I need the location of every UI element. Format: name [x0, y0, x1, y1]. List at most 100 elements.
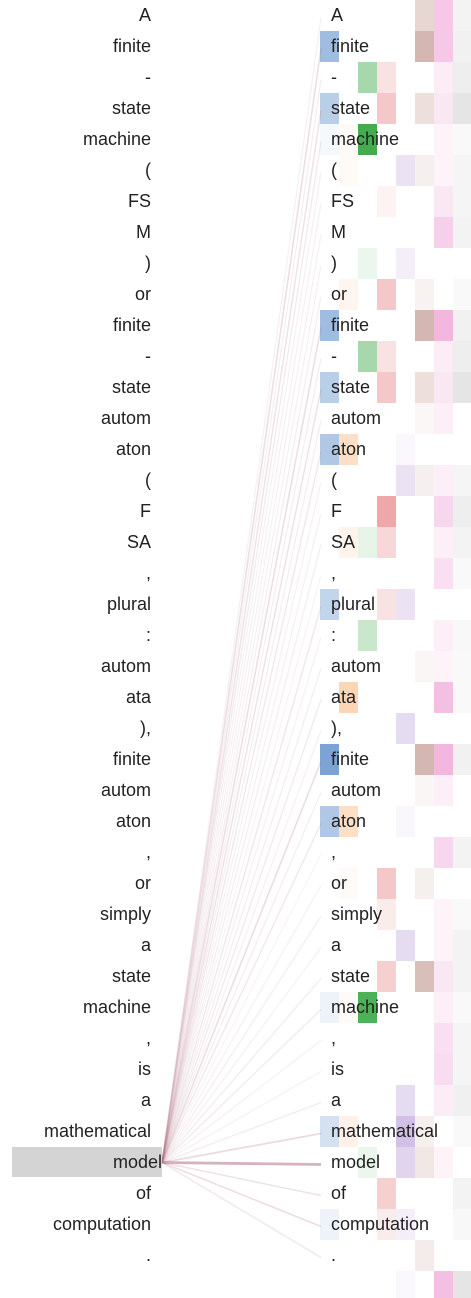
key-token[interactable]: autom [331, 656, 382, 676]
key-token[interactable]: or [331, 873, 348, 893]
query-token[interactable]: autom [100, 408, 151, 428]
key-token[interactable]: , [331, 563, 337, 583]
key-token[interactable]: ( [331, 160, 337, 180]
key-token[interactable]: . [331, 1245, 337, 1265]
key-token[interactable]: ) [331, 253, 337, 273]
key-token[interactable]: a [331, 935, 342, 955]
key-token[interactable]: state [331, 377, 371, 397]
key-token[interactable]: M [331, 222, 346, 242]
query-token[interactable]: M [136, 222, 151, 242]
query-token[interactable]: F [140, 501, 151, 521]
query-token[interactable]: - [145, 346, 151, 366]
query-token[interactable]: state [111, 98, 151, 118]
query-token[interactable]: ( [145, 470, 151, 490]
query-token[interactable]: A [138, 5, 151, 25]
query-token[interactable]: FS [127, 191, 151, 211]
heat-cell [453, 93, 471, 124]
key-token[interactable]: SA [331, 532, 356, 552]
heat-cell [339, 992, 358, 1023]
key-token[interactable]: of [331, 1183, 347, 1203]
query-token[interactable]: finite [112, 315, 151, 335]
key-token[interactable]: machine [331, 129, 400, 149]
query-token[interactable]: state [111, 377, 151, 397]
heat-cell [415, 93, 434, 124]
query-token[interactable]: aton [115, 811, 151, 831]
query-token[interactable]: machine [82, 997, 151, 1017]
attention-edge [161, 885, 322, 1163]
key-token[interactable]: autom [331, 408, 382, 428]
key-token[interactable]: - [331, 67, 337, 87]
query-token[interactable]: a [140, 1090, 151, 1110]
key-token[interactable]: ( [331, 470, 337, 490]
key-token[interactable]: model [331, 1152, 381, 1172]
query-token[interactable]: SA [126, 532, 151, 552]
query-token[interactable]: autom [100, 780, 151, 800]
query-token[interactable]: mathematical [43, 1121, 151, 1141]
heat-cell [434, 837, 453, 868]
key-token[interactable]: - [331, 346, 337, 366]
heat-cell [320, 744, 339, 775]
heat-cell [320, 310, 339, 341]
key-token[interactable]: finite [331, 315, 370, 335]
query-token[interactable]: computation [52, 1214, 151, 1234]
key-token[interactable]: , [331, 842, 337, 862]
query-token[interactable]: , [145, 563, 151, 583]
key-token[interactable]: , [331, 1028, 337, 1048]
query-token[interactable]: finite [112, 749, 151, 769]
query-token[interactable]: aton [115, 439, 151, 459]
heat-cell [320, 1209, 339, 1240]
query-token[interactable]: ata [125, 687, 151, 707]
attention-edge [161, 668, 322, 1163]
key-token[interactable]: FS [331, 191, 355, 211]
key-token[interactable]: plural [331, 594, 376, 614]
key-token[interactable]: computation [331, 1214, 430, 1234]
query-token[interactable]: finite [112, 36, 151, 56]
key-token[interactable]: machine [331, 997, 400, 1017]
key-token[interactable]: state [331, 966, 371, 986]
query-token[interactable]: a [140, 935, 151, 955]
key-token[interactable]: ), [331, 718, 342, 738]
heat-cell [396, 465, 415, 496]
key-token[interactable]: state [331, 98, 371, 118]
query-token[interactable]: . [145, 1245, 151, 1265]
query-token[interactable]: : [145, 625, 151, 645]
key-token[interactable]: : [331, 625, 337, 645]
heat-cell [415, 403, 434, 434]
query-token[interactable]: is [138, 1059, 151, 1079]
heat-cell [434, 93, 453, 124]
key-token[interactable]: ata [331, 687, 357, 707]
key-token[interactable]: A [331, 5, 344, 25]
query-token[interactable]: of [135, 1183, 151, 1203]
key-token[interactable]: or [331, 284, 348, 304]
key-token[interactable]: mathematical [331, 1121, 439, 1141]
query-token[interactable]: plural [106, 594, 151, 614]
key-token[interactable]: autom [331, 780, 382, 800]
heat-cell [339, 682, 358, 713]
query-token[interactable]: autom [100, 656, 151, 676]
query-token[interactable]: simply [99, 904, 151, 924]
query-token[interactable]: , [145, 842, 151, 862]
key-token[interactable]: is [331, 1059, 344, 1079]
selected-query-token[interactable]: model [12, 1147, 162, 1177]
key-token[interactable]: finite [331, 36, 370, 56]
query-token[interactable]: , [145, 1028, 151, 1048]
key-token[interactable]: F [331, 501, 342, 521]
query-token[interactable]: or [134, 873, 151, 893]
key-token[interactable]: finite [331, 749, 370, 769]
key-token[interactable]: aton [331, 811, 367, 831]
heat-cell [434, 310, 453, 341]
query-token[interactable]: ) [145, 253, 151, 273]
query-token[interactable]: machine [82, 129, 151, 149]
attention-edge [161, 730, 322, 1163]
query-token[interactable]: ( [145, 160, 151, 180]
query-token[interactable]: ), [140, 718, 151, 738]
heat-cell [415, 279, 434, 310]
key-token[interactable]: aton [331, 439, 367, 459]
query-token[interactable]: or [134, 284, 151, 304]
key-token[interactable]: simply [331, 904, 383, 924]
query-token[interactable]: state [111, 966, 151, 986]
query-token[interactable]: - [145, 67, 151, 87]
heat-cell [434, 465, 453, 496]
key-token[interactable]: a [331, 1090, 342, 1110]
attention-edge [161, 79, 322, 1163]
